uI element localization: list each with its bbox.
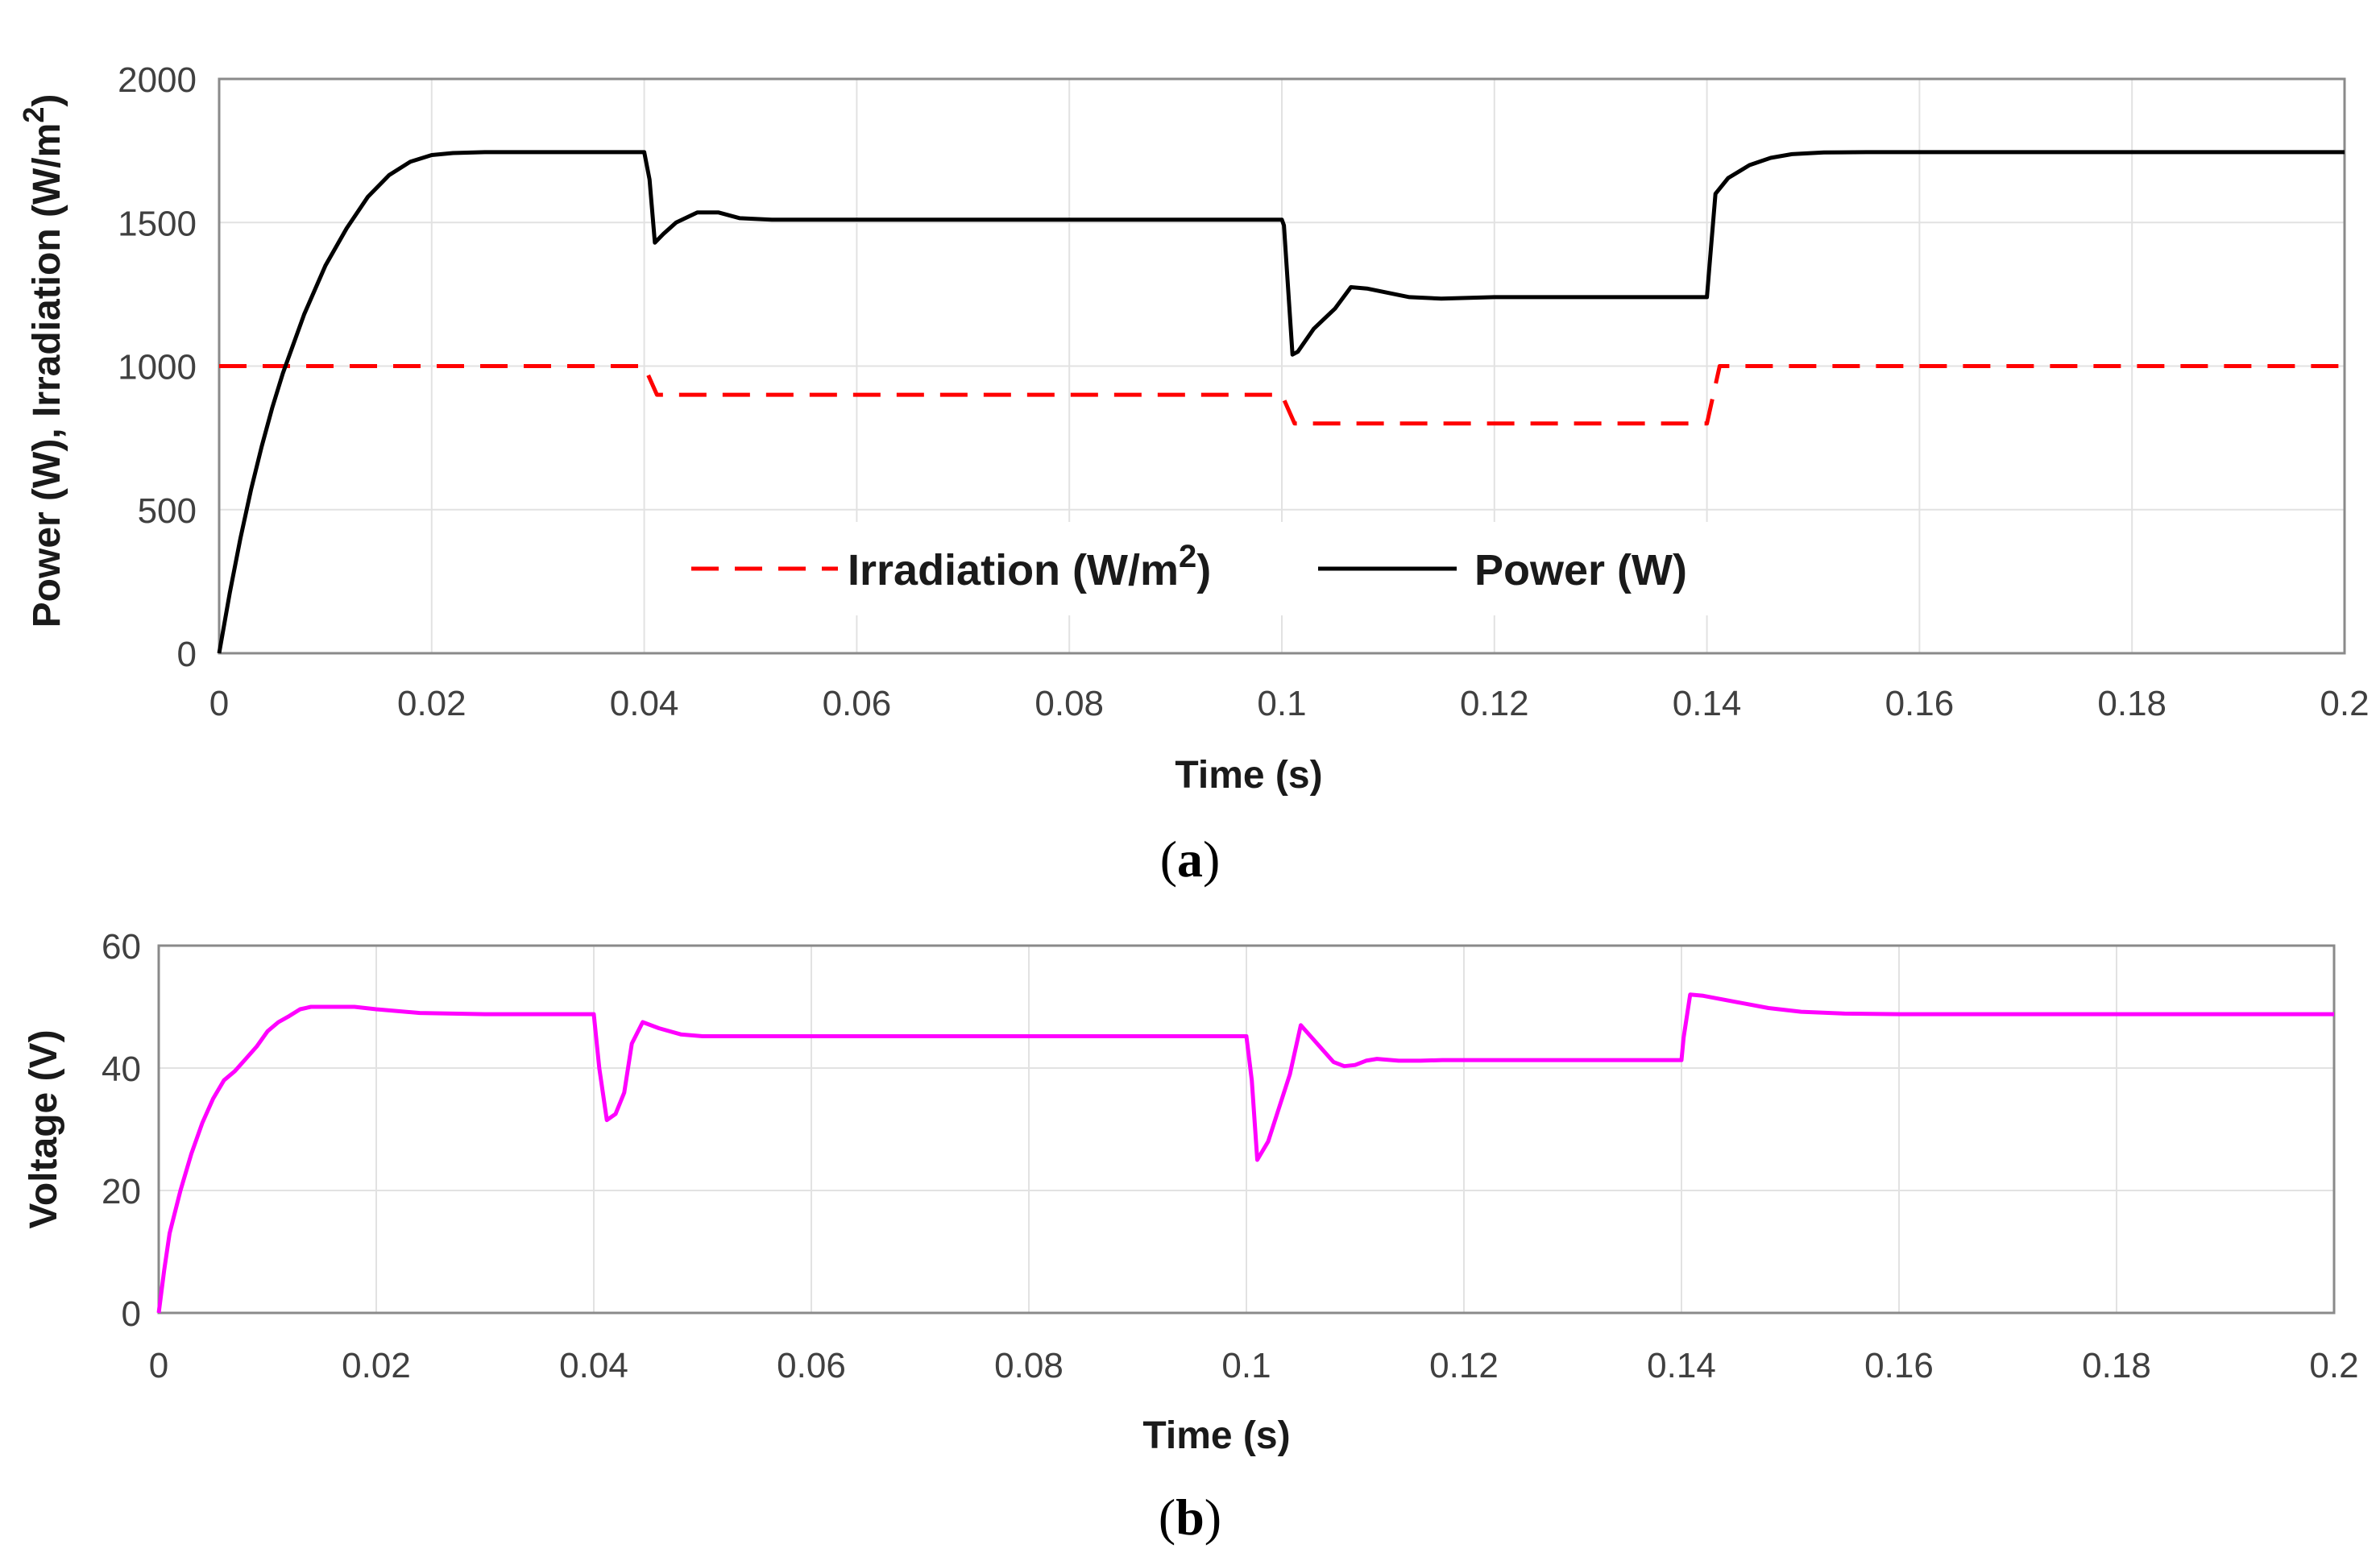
- chart-b-x-tick-label: 0.06: [777, 1346, 846, 1385]
- chart-a-x-tick-label: 0.02: [397, 684, 466, 723]
- chart-b-x-tick-label: 0.1: [1221, 1346, 1271, 1385]
- chart-b-x-tick-label: 0.16: [1864, 1346, 1934, 1385]
- chart-a-series: [217, 150, 2345, 654]
- chart-a-x-tick-label: 0.14: [1673, 684, 1742, 723]
- chart-a: 0 0.02 0.04 0.06 0.08 0.1 0.12 0.14 0.16 0.18 0.2 …: [17, 60, 2370, 888]
- chart-b-grid: [159, 946, 2334, 1313]
- chart-b-y-ticks: 0 20 40 60: [102, 927, 141, 1334]
- chart-b-series: [156, 992, 2334, 1314]
- chart-a-y-tick-label: 1000: [118, 348, 197, 387]
- chart-b-series-voltage-v: [156, 992, 2334, 1314]
- chart-a-x-tick-label: 0.08: [1035, 684, 1104, 723]
- chart-a-x-tick-label: 0.16: [1885, 684, 1955, 723]
- chart-b-x-tick-label: 0.2: [2309, 1346, 2358, 1385]
- chart-a-legend-box: [661, 522, 1732, 615]
- chart-a-x-tick-label: 0.18: [2097, 684, 2166, 723]
- chart-a-legend: Irradiation (W/m2) Power (W): [661, 522, 1732, 615]
- chart-a-y-ticks: 0 500 1000 1500 2000: [118, 60, 197, 674]
- chart-b-y-tick-label: 60: [102, 927, 141, 967]
- chart-b-plot-border: [157, 944, 2336, 1315]
- chart-a-x-axis-label: Time (s): [1175, 754, 1322, 797]
- chart-b-x-tick-label: 0.08: [994, 1346, 1064, 1385]
- chart-b-x-tick-label: 0.12: [1429, 1346, 1499, 1385]
- chart-a-x-ticks: 0 0.02 0.04 0.06 0.08 0.1 0.12 0.14 0.16 0.18 0.2: [209, 684, 2370, 723]
- chart-b-y-axis-label: Voltage (V): [23, 1029, 65, 1228]
- chart-a-series-irradiation-w-m2: [219, 364, 2345, 426]
- chart-b-x-tick-label: 0.04: [559, 1346, 628, 1385]
- panel-label-a: (a): [1160, 830, 1221, 888]
- chart-a-y-tick-label: 2000: [118, 60, 197, 100]
- chart-a-y-tick-label: 0: [177, 635, 197, 674]
- chart-b-x-tick-label: 0: [149, 1346, 168, 1385]
- legend-label-power: Power (W): [1474, 546, 1687, 594]
- chart-a-series-power-w: [217, 150, 2345, 654]
- chart-b-y-tick-label: 20: [102, 1172, 141, 1211]
- chart-b-x-tick-label: 0.18: [2082, 1346, 2151, 1385]
- chart-a-x-tick-label: 0.06: [823, 684, 892, 723]
- chart-a-y-tick-label: 500: [138, 491, 197, 531]
- chart-b-x-ticks: 0 0.02 0.04 0.06 0.08 0.1 0.12 0.14 0.16 0.18 0.2: [149, 1346, 2359, 1385]
- chart-b-x-axis-label: Time (s): [1142, 1414, 1290, 1457]
- chart-a-x-tick-label: 0.04: [610, 684, 679, 723]
- panel-label-b: (b): [1159, 1489, 1221, 1546]
- chart-a-y-tick-label: 1500: [118, 204, 197, 243]
- chart-b: 0 0.02 0.04 0.06 0.08 0.1 0.12 0.14 0.16 0.18 0.2 …: [23, 927, 2359, 1546]
- chart-b-x-tick-label: 0.02: [342, 1346, 411, 1385]
- legend-label-irradiation: Irradiation (W/m2): [848, 539, 1211, 594]
- chart-a-y-axis-label: Power (W), Irradiation (W/m2): [17, 94, 68, 628]
- chart-a-x-tick-label: 0.2: [2320, 684, 2369, 723]
- chart-a-x-tick-label: 0.12: [1460, 684, 1529, 723]
- chart-b-y-tick-label: 0: [122, 1294, 141, 1334]
- chart-b-y-tick-label: 40: [102, 1050, 141, 1089]
- chart-a-x-tick-label: 0: [209, 684, 229, 723]
- chart-b-x-tick-label: 0.14: [1647, 1346, 1716, 1385]
- chart-a-x-tick-label: 0.1: [1257, 684, 1306, 723]
